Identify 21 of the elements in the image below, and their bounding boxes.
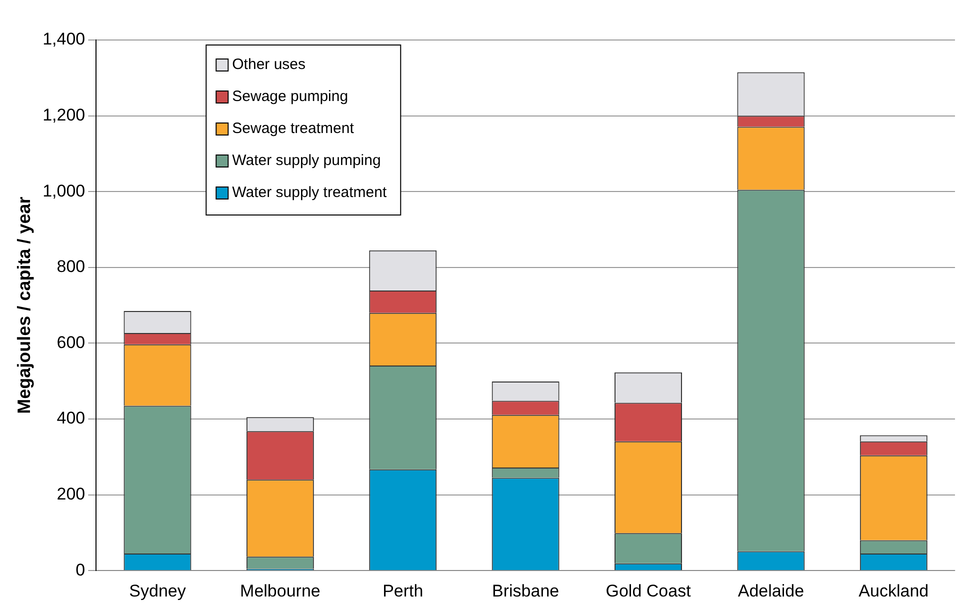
x-tick-label: Auckland [858, 581, 929, 600]
y-axis-title: Megajoules / capita / year [14, 196, 34, 414]
y-tick-label: 1,000 [42, 181, 86, 200]
x-tick-label: Perth [382, 581, 424, 600]
x-tick-label: Sydney [129, 581, 186, 600]
x-tick-label: Brisbane [492, 581, 560, 600]
legend-label: Water supply treatment [232, 184, 388, 202]
y-tick-label: 1,400 [42, 30, 86, 49]
y-tick-label: 0 [76, 560, 86, 580]
y-tick-label: 400 [56, 408, 86, 428]
legend-label: Sewage treatment [232, 120, 355, 138]
legend-label: Water supply pumping [232, 152, 381, 170]
y-tick-label: 1,200 [42, 105, 86, 124]
y-tick-label: 200 [56, 484, 86, 504]
x-tick-label: Melbourne [240, 581, 320, 600]
legend-label: Sewage pumping [232, 88, 348, 106]
y-tick-label: 600 [56, 332, 86, 352]
legend-label: Other uses [232, 56, 306, 74]
x-tick-label: Adelaide [738, 581, 804, 600]
x-tick-label: Gold Coast [606, 581, 692, 600]
y-tick-label: 800 [56, 257, 86, 276]
